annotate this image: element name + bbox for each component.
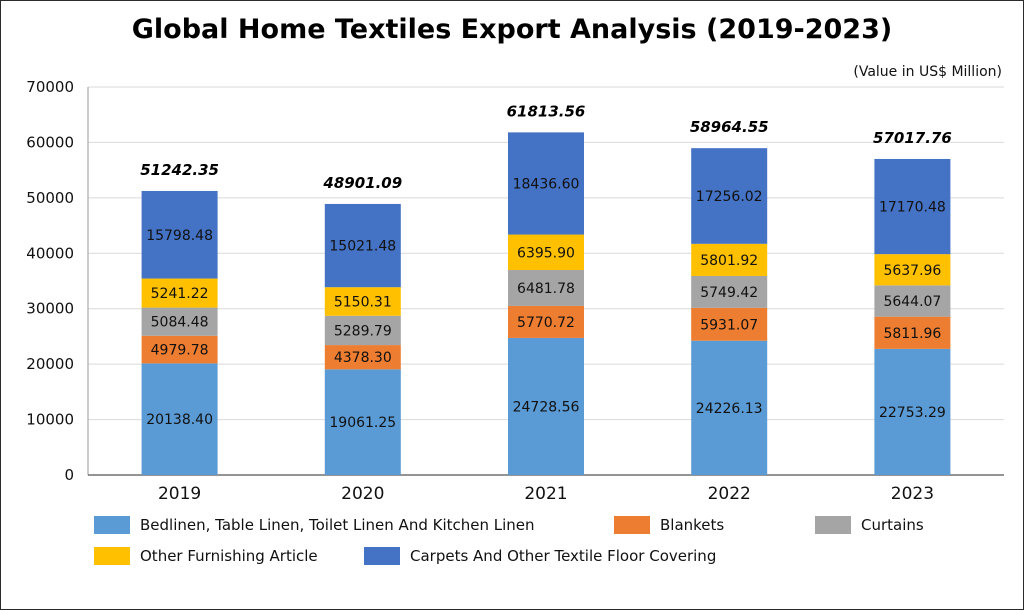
total-label: 51242.35 <box>140 161 219 179</box>
bar-segment <box>508 337 584 475</box>
data-label: 5801.92 <box>700 253 758 269</box>
bar-segment <box>508 234 584 271</box>
legend-swatch <box>94 547 130 565</box>
bar-segment <box>508 270 584 306</box>
bar-segment <box>324 315 401 346</box>
y-tick-label: 70000 <box>26 78 74 96</box>
data-label: 6395.90 <box>517 245 575 261</box>
bar-segment <box>141 335 218 364</box>
bar-segment <box>141 363 218 475</box>
data-label: 17170.48 <box>879 200 946 216</box>
chart-title: Global Home Textiles Export Analysis (20… <box>131 14 893 45</box>
bar-segment <box>874 285 951 317</box>
legend-swatch <box>815 516 851 534</box>
total-label: 61813.56 <box>507 102 586 120</box>
bar-segment <box>508 305 584 338</box>
x-tick-label: 2020 <box>341 484 384 504</box>
y-tick-label: 40000 <box>26 244 74 262</box>
legend-swatch <box>94 516 130 534</box>
bar-segment <box>324 345 401 370</box>
x-tick-label: 2023 <box>891 484 934 504</box>
bar-segment <box>324 287 401 316</box>
total-label: 58964.55 <box>690 118 769 136</box>
data-label: 15021.48 <box>329 239 396 255</box>
bar-segment <box>691 340 768 475</box>
data-label: 24728.56 <box>513 399 580 415</box>
data-label: 6481.78 <box>517 281 575 297</box>
bar-segment <box>874 316 951 349</box>
data-label: 22753.29 <box>879 405 946 421</box>
bar-segment <box>691 148 768 244</box>
bar-segment <box>691 243 768 276</box>
data-label: 5289.79 <box>334 323 392 339</box>
total-label: 57017.76 <box>873 129 952 147</box>
y-tick-label: 60000 <box>26 133 74 151</box>
total-label: 48901.09 <box>322 174 402 192</box>
bar-segment <box>874 158 951 255</box>
bar-segment <box>141 278 218 308</box>
data-label: 5637.96 <box>883 263 941 279</box>
data-label: 5644.07 <box>883 294 941 310</box>
legend-label: Blankets <box>660 516 724 534</box>
unit-note: (Value in US$ Million) <box>853 64 1002 80</box>
bar-segment <box>324 369 401 475</box>
data-label: 5931.07 <box>700 317 758 333</box>
bar-segment <box>691 275 768 308</box>
data-label: 4378.30 <box>334 350 392 366</box>
bar-segment <box>324 203 401 288</box>
data-label: 5770.72 <box>517 315 575 331</box>
data-label: 15798.48 <box>146 228 213 244</box>
data-label: 19061.25 <box>329 415 396 431</box>
x-tick-label: 2019 <box>158 484 201 504</box>
legend-swatch <box>614 516 650 534</box>
data-label: 24226.13 <box>696 401 763 417</box>
bar-segment <box>874 254 951 286</box>
y-tick-label: 50000 <box>26 189 74 207</box>
bar-segment <box>874 348 951 475</box>
y-tick-label: 10000 <box>26 411 74 429</box>
x-tick-label: 2021 <box>524 484 567 504</box>
y-tick-label: 30000 <box>26 300 74 318</box>
data-label: 5811.96 <box>883 326 941 342</box>
data-label: 5241.22 <box>151 286 209 302</box>
data-label: 5749.42 <box>700 285 758 301</box>
bar-segment <box>141 190 218 279</box>
data-label: 5150.31 <box>334 294 392 310</box>
x-tick-label: 2022 <box>708 484 751 504</box>
data-label: 5084.48 <box>151 315 209 331</box>
bar-segment <box>508 132 584 235</box>
legend-label: Bedlinen, Table Linen, Toilet Linen And … <box>140 516 535 534</box>
legend-label: Carpets And Other Textile Floor Covering <box>410 547 716 565</box>
legend-label: Other Furnishing Article <box>140 547 318 565</box>
data-label: 20138.40 <box>146 412 213 428</box>
y-tick-label: 0 <box>64 466 74 484</box>
data-label: 18436.60 <box>513 176 580 192</box>
bar-segment <box>141 307 218 336</box>
data-label: 17256.02 <box>696 189 763 205</box>
y-tick-label: 20000 <box>26 355 74 373</box>
legend-label: Curtains <box>861 516 924 534</box>
legend-swatch <box>364 547 400 565</box>
bar-segment <box>691 307 768 341</box>
data-label: 4979.78 <box>151 343 209 359</box>
